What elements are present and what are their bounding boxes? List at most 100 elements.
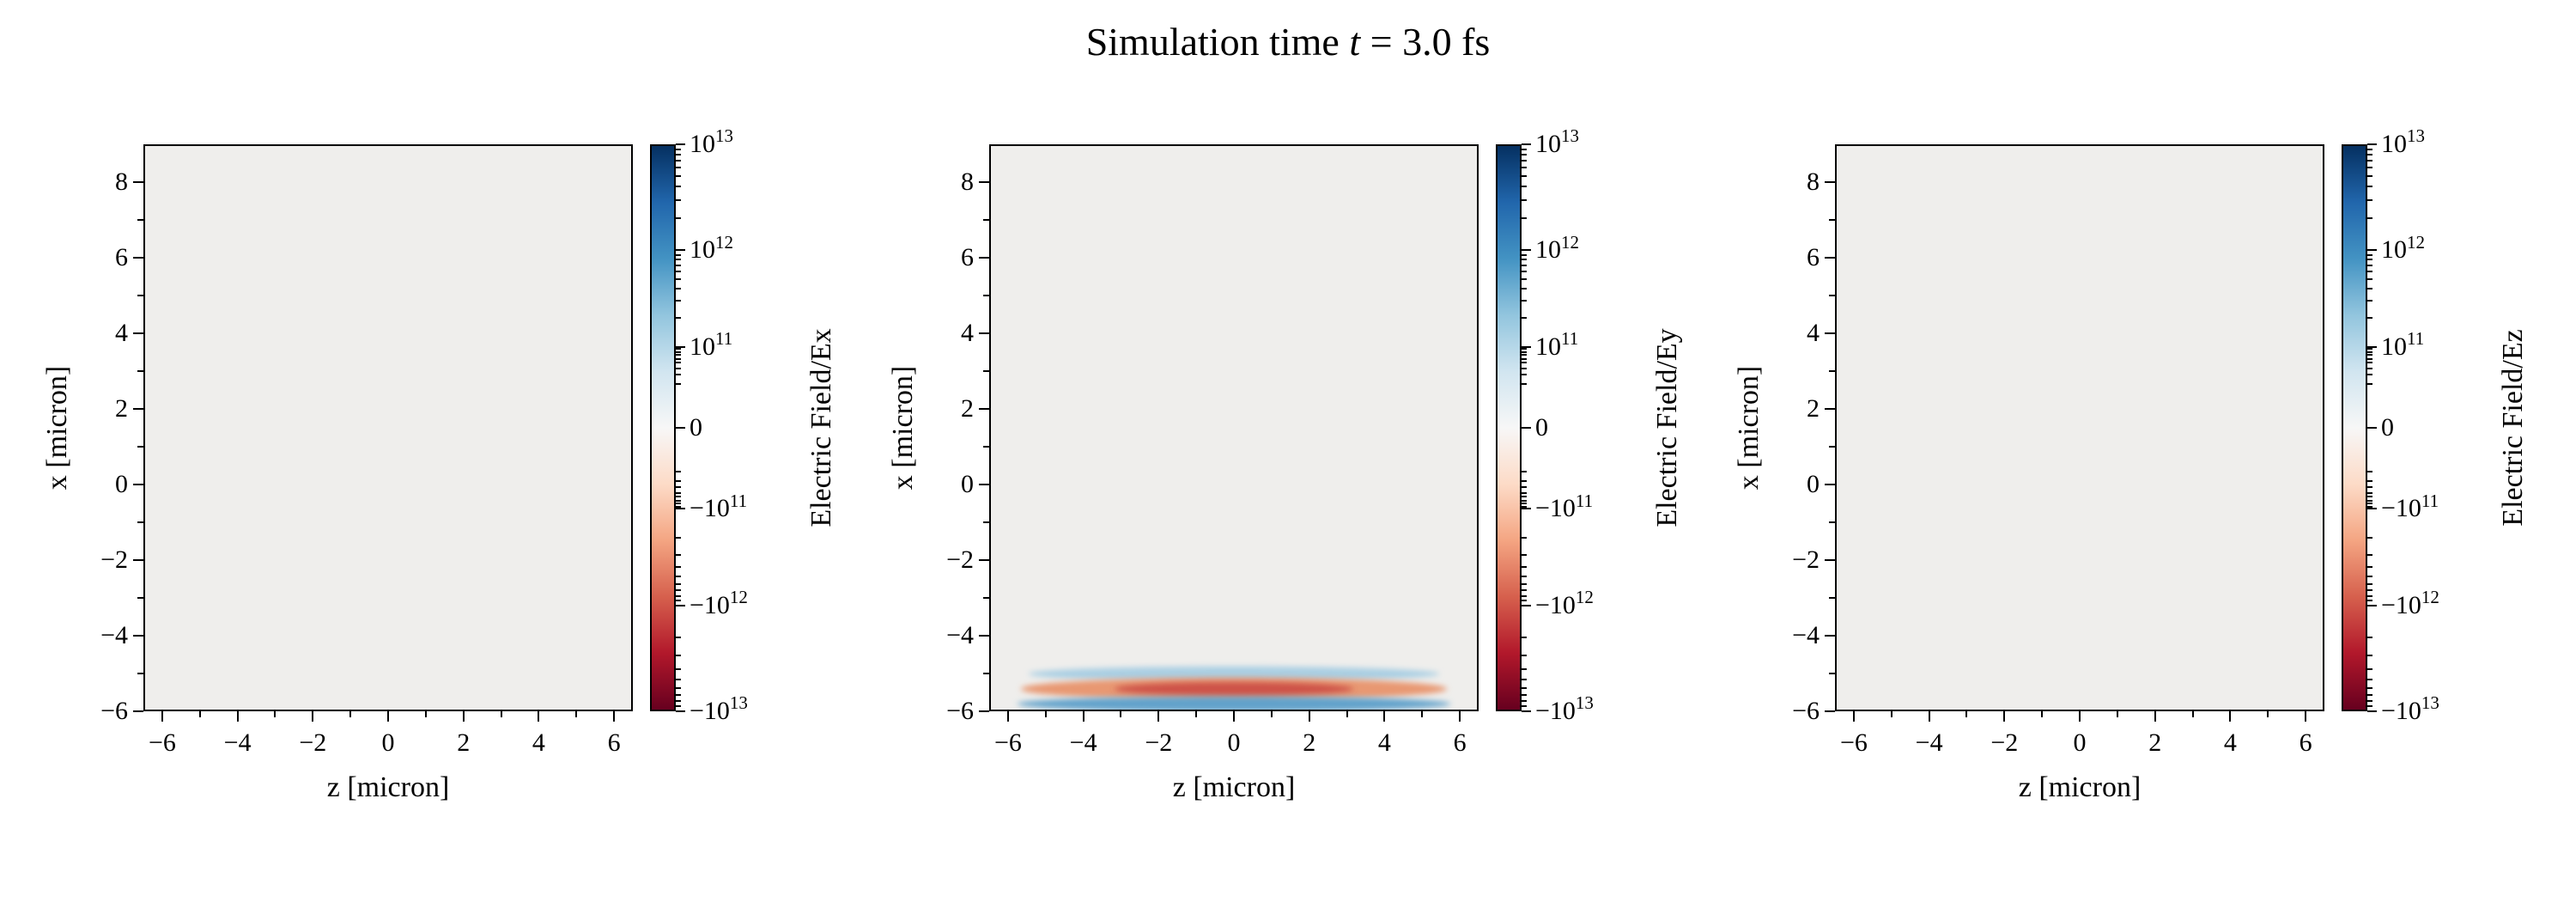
colorbar-minor-tick — [2367, 686, 2372, 689]
y-axis-tick-label: 2 — [1807, 394, 1820, 423]
colorbar-minor-tick — [1522, 693, 1527, 696]
x-axis-tick-label: 0 — [381, 728, 395, 757]
y-axis-minor-tick — [1829, 295, 1835, 296]
colorbar-minor-tick — [1522, 479, 1527, 482]
colorbar-minor-tick — [2367, 499, 2372, 502]
x-axis-tick — [2305, 711, 2307, 722]
exponent: 11 — [1575, 490, 1594, 511]
colorbar-minor-tick — [2367, 217, 2372, 220]
colorbar-minor-tick — [676, 499, 681, 502]
y-axis-tick — [979, 559, 989, 561]
colorbar-minor-tick — [1522, 271, 1527, 273]
colorbar-minor-tick — [1522, 678, 1527, 680]
colorbar-tick — [2367, 249, 2377, 252]
colorbar-minor-tick — [1522, 160, 1527, 162]
colorbar-gradient — [1496, 144, 1522, 711]
colorbar-tick-label: −1011 — [1535, 490, 1594, 523]
y-axis-minor-tick — [983, 597, 989, 599]
colorbar-minor-tick — [2367, 160, 2372, 162]
colorbar-minor-tick — [676, 278, 681, 281]
y-axis-tick-label: 4 — [115, 319, 128, 347]
colorbar-minor-tick — [1522, 362, 1527, 364]
colorbar-tick-label: −1012 — [690, 587, 748, 619]
colorbar-minor-tick — [1522, 300, 1527, 302]
y-axis-tick — [133, 710, 143, 712]
colorbar-minor-tick — [2367, 175, 2372, 178]
colorbar-tick-label: −1013 — [1535, 692, 1594, 725]
x-axis-tick-label: −6 — [148, 728, 176, 757]
colorbar-minor-tick — [676, 357, 681, 360]
y-axis-tick-label: −2 — [946, 545, 974, 574]
y-axis-tick-label: −6 — [100, 697, 128, 725]
colorbar-minor-tick — [676, 700, 681, 703]
colorbar-minor-tick — [2367, 362, 2372, 364]
colorbar-minor-tick — [676, 367, 681, 369]
x-axis-tick-label: 4 — [1377, 728, 1391, 757]
x-axis-minor-tick — [1346, 711, 1348, 717]
x-axis-minor-tick — [2116, 711, 2118, 717]
x-axis-tick-label: −2 — [1990, 728, 2019, 757]
colorbar-minor-tick — [676, 491, 681, 494]
colorbar-minor-tick — [2367, 316, 2372, 319]
colorbar-ex: 1013 1012 1011 0 −1011 −1012 −1013 Electric Fie… — [650, 127, 837, 724]
colorbar-minor-tick — [676, 479, 681, 482]
colorbar-minor-tick — [676, 354, 681, 357]
exponent: 12 — [2407, 231, 2425, 253]
y-axis-tick-label: 0 — [115, 470, 128, 498]
colorbar-minor-tick — [676, 383, 681, 386]
x-axis-tick-label: −2 — [299, 728, 327, 757]
y-axis-tick-label: 0 — [1807, 470, 1820, 498]
colorbar-tick-label: 1012 — [2381, 231, 2425, 265]
colorbar-minor-tick — [1522, 486, 1527, 489]
x-axis-minor-tick — [1965, 711, 1968, 717]
colorbar-minor-tick — [2367, 348, 2372, 350]
colorbar-tick-label: −1013 — [690, 692, 748, 725]
y-axis-tick — [133, 559, 143, 561]
colorbar-tick — [676, 143, 685, 145]
colorbar-minor-tick — [2367, 148, 2372, 150]
x-axis-minor-tick — [274, 711, 276, 717]
colorbar-tick — [2367, 604, 2377, 606]
x-axis-tick — [1928, 711, 1930, 722]
colorbar-minor-tick — [1522, 217, 1527, 220]
colorbar-tick — [2367, 710, 2377, 712]
colorbar-minor-tick — [1522, 383, 1527, 386]
colorbar-minor-tick — [676, 470, 681, 472]
colorbar-tick-label: 1013 — [1535, 125, 1579, 158]
colorbar-tick — [1522, 508, 1531, 510]
x-axis-tick — [2154, 711, 2156, 722]
exponent: 11 — [2407, 328, 2425, 350]
colorbar-minor-tick — [1522, 316, 1527, 319]
y-axis-minor-tick — [1829, 597, 1835, 599]
y-axis-minor-tick — [1829, 673, 1835, 674]
colorbar-tick-label: 1011 — [690, 328, 733, 361]
y-axis-minor-tick — [983, 446, 989, 448]
y-axis-tick — [1825, 332, 1835, 334]
colorbar-tick — [2367, 427, 2377, 429]
y-axis-tick — [979, 408, 989, 410]
y-axis-tick-label: 4 — [961, 319, 974, 347]
colorbar-minor-tick — [2367, 470, 2372, 472]
y-axis-label: x [micron] — [887, 365, 919, 491]
figure-title-time-variable: t — [1349, 20, 1361, 64]
colorbar-minor-tick — [676, 160, 681, 162]
colorbar-minor-tick — [1522, 594, 1527, 597]
colorbar-minor-tick — [2367, 153, 2372, 155]
y-axis-minor-tick — [1829, 521, 1835, 523]
colorbar-minor-tick — [1522, 198, 1527, 201]
colorbar-minor-tick — [1522, 491, 1527, 494]
colorbar-tick — [1522, 345, 1531, 348]
colorbar-minor-tick — [1522, 374, 1527, 376]
exponent: 13 — [715, 125, 733, 147]
colorbar-label: Electric Field/Ex — [805, 328, 837, 527]
colorbar-minor-tick — [2367, 167, 2372, 169]
y-axis-minor-tick — [137, 597, 143, 599]
x-axis-tick-label: 6 — [607, 728, 621, 757]
exponent: 12 — [1575, 587, 1594, 608]
y-axis-label: x [micron] — [41, 365, 73, 491]
x-axis-tick — [236, 711, 239, 722]
colorbar-minor-tick — [2367, 383, 2372, 386]
colorbar-minor-tick — [676, 503, 681, 505]
x-axis-tick — [1308, 711, 1310, 722]
colorbar-minor-tick — [1522, 167, 1527, 169]
